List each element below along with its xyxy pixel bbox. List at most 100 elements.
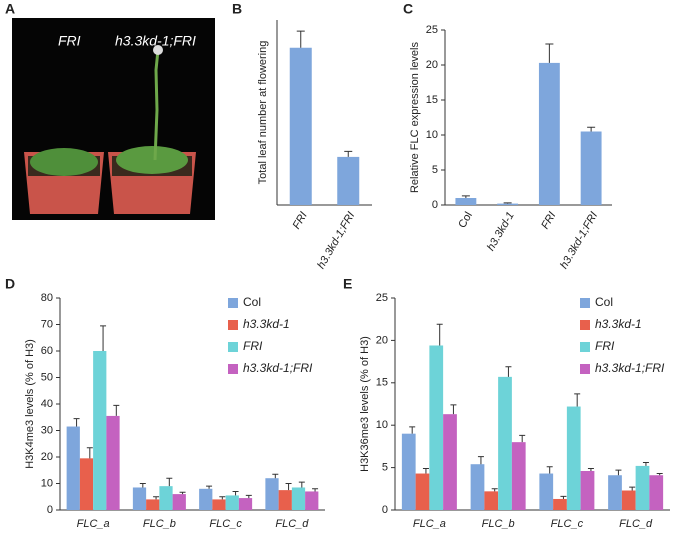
x-tick-label: FLC_c xyxy=(551,518,584,530)
legend-label: h3.3kd-1;FRI xyxy=(243,361,313,375)
legend-swatch xyxy=(228,320,238,330)
error-bar xyxy=(298,481,305,488)
y-tick-label: 25 xyxy=(376,292,388,304)
x-tick-label: FLC_c xyxy=(209,518,242,530)
error-bar xyxy=(344,150,353,157)
bar xyxy=(580,470,595,510)
x-tick-label: FRI xyxy=(291,210,310,231)
bar xyxy=(538,62,560,206)
panel-label: B xyxy=(232,1,242,17)
x-tick-label: FLC_b xyxy=(482,518,515,530)
bar xyxy=(455,198,477,205)
error-bar xyxy=(139,483,146,488)
bar xyxy=(106,415,120,510)
legend-swatch xyxy=(580,364,590,374)
x-tick-label: h3.3kd-1 xyxy=(485,210,517,253)
legend-label: h3.3kd-1 xyxy=(595,317,642,331)
bar xyxy=(443,414,457,510)
bar xyxy=(265,478,279,510)
error-bar xyxy=(153,496,160,500)
y-tick-label: 20 xyxy=(41,451,53,463)
x-tick-label: FLC_d xyxy=(619,518,653,530)
bar xyxy=(621,490,636,510)
panel-label: E xyxy=(343,276,352,292)
bar xyxy=(79,458,94,510)
y-tick-label: 5 xyxy=(382,462,388,474)
y-axis-label: Relative FLC expression levels xyxy=(409,41,421,193)
y-tick-label: 20 xyxy=(376,334,388,346)
error-bar xyxy=(179,491,186,495)
bar xyxy=(146,499,160,510)
bar xyxy=(401,433,416,510)
y-tick-label: 15 xyxy=(376,377,388,389)
bar xyxy=(278,490,292,510)
bar xyxy=(212,499,226,510)
error-bar xyxy=(86,447,93,459)
bar xyxy=(553,498,567,510)
error-bar xyxy=(409,426,416,434)
error-bar xyxy=(100,325,107,351)
legend-swatch xyxy=(580,342,590,352)
y-tick-label: 80 xyxy=(41,292,53,304)
y-tick-label: 10 xyxy=(376,419,388,431)
y-tick-label: 10 xyxy=(426,129,438,141)
y-tick-label: 5 xyxy=(432,164,438,176)
error-bar xyxy=(285,483,292,491)
x-tick-label: FLC_a xyxy=(77,518,110,530)
error-bar xyxy=(73,418,80,427)
error-bar xyxy=(505,366,512,377)
rosette xyxy=(30,148,98,176)
bar xyxy=(511,442,526,510)
bar xyxy=(484,491,499,510)
y-tick-label: 25 xyxy=(426,24,438,36)
y-tick-label: 15 xyxy=(426,94,438,106)
error-bar xyxy=(587,126,596,132)
bar xyxy=(225,495,239,510)
error-bar xyxy=(450,404,457,415)
x-tick-label: Col xyxy=(456,210,475,230)
bar xyxy=(429,345,444,510)
error-bar xyxy=(615,469,622,476)
x-tick-label: h3.3kd-1;FRI xyxy=(558,210,600,271)
panel-label: C xyxy=(403,1,413,17)
legend-swatch xyxy=(228,342,238,352)
bar xyxy=(172,494,186,510)
legend-label: Col xyxy=(595,295,613,309)
bar xyxy=(649,475,664,510)
x-tick-label: FLC_a xyxy=(413,518,446,530)
bar xyxy=(566,406,581,510)
y-tick-label: 20 xyxy=(426,59,438,71)
bar xyxy=(470,464,485,510)
error-bar xyxy=(546,466,553,474)
error-bar xyxy=(436,323,443,346)
x-tick-label: FLC_d xyxy=(275,518,309,530)
bar xyxy=(66,426,80,510)
x-tick-label: FLC_b xyxy=(143,518,176,530)
error-bar xyxy=(245,494,252,499)
bar xyxy=(337,156,360,205)
error-bar xyxy=(519,434,526,443)
photo-label: FRI xyxy=(58,33,81,49)
error-bar xyxy=(232,490,239,496)
legend-label: h3.3kd-1 xyxy=(243,317,290,331)
legend-swatch xyxy=(228,364,238,374)
rosette xyxy=(116,146,188,174)
error-bar xyxy=(166,477,173,487)
error-bar xyxy=(312,488,319,492)
error-bar xyxy=(206,485,213,489)
error-bar xyxy=(656,473,663,476)
bar xyxy=(635,465,650,510)
y-tick-label: 50 xyxy=(41,371,53,383)
photo-label: h3.3kd-1;FRI xyxy=(115,33,196,49)
bar xyxy=(199,488,213,510)
y-axis-label: H3K4me3 levels (% of H3) xyxy=(24,339,36,469)
error-bar xyxy=(503,202,512,204)
error-bar xyxy=(461,195,470,198)
bar xyxy=(497,203,519,205)
error-bar xyxy=(113,404,120,416)
error-bar xyxy=(574,393,581,407)
bar xyxy=(93,351,107,510)
x-tick-label: FRI xyxy=(539,210,558,231)
error-bar xyxy=(642,462,649,466)
